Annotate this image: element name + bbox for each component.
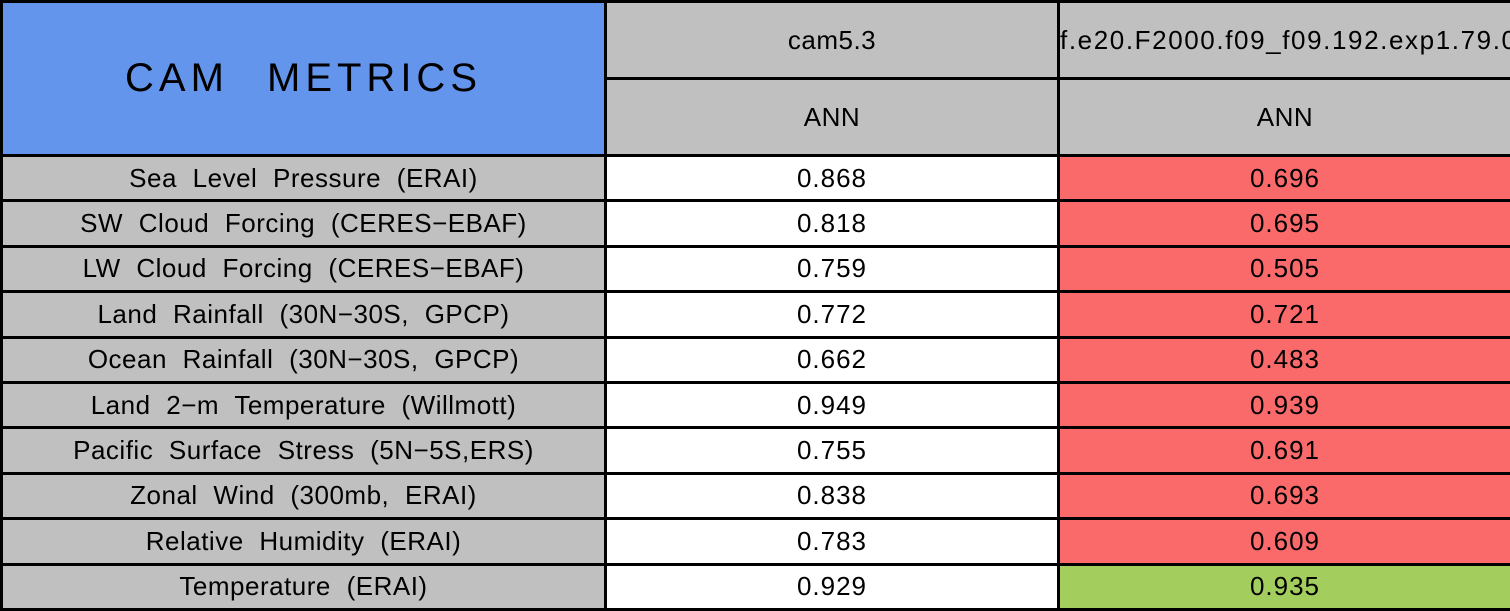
- value-cell-cam53: 0.662: [604, 335, 1060, 384]
- metric-row: SW Cloud Forcing (CERES−EBAF) 0.818 0.69…: [0, 199, 1510, 248]
- model-header-row: CAM METRICS cam5.3 f.e20.F2000.f09_f09.1…: [0, 0, 1510, 157]
- value-cell-experiment: 0.693: [1057, 471, 1510, 521]
- metric-row: Zonal Wind (300mb, ERAI) 0.838 0.693: [0, 471, 1510, 521]
- metric-label: SW Cloud Forcing (CERES−EBAF): [0, 199, 607, 248]
- value-cell-experiment: 0.691: [1057, 426, 1510, 475]
- table-title: CAM METRICS: [0, 0, 607, 157]
- metric-label: LW Cloud Forcing (CERES−EBAF): [0, 244, 607, 294]
- value-cell-experiment: 0.609: [1057, 517, 1510, 566]
- season-header-cam53: ANN: [604, 77, 1060, 157]
- value-cell-experiment: 0.696: [1057, 153, 1510, 203]
- metric-label: Land 2−m Temperature (Willmott): [0, 380, 607, 430]
- metric-row: Pacific Surface Stress (5N−5S,ERS) 0.755…: [0, 426, 1510, 475]
- metric-label: Temperature (ERAI): [0, 562, 607, 611]
- value-cell-experiment: 0.505: [1057, 244, 1510, 294]
- value-cell-experiment: 0.935: [1057, 562, 1510, 611]
- metric-row: Land Rainfall (30N−30S, GPCP) 0.772 0.72…: [0, 290, 1510, 339]
- value-cell-cam53: 0.838: [604, 471, 1060, 521]
- metric-row: Land 2−m Temperature (Willmott) 0.949 0.…: [0, 380, 1510, 430]
- value-cell-cam53: 0.755: [604, 426, 1060, 475]
- metric-row: Temperature (ERAI) 0.929 0.935: [0, 562, 1510, 611]
- column-header-model-experiment: f.e20.F2000.f09_f09.192.exp1.79.0: [1057, 0, 1510, 80]
- value-cell-cam53: 0.868: [604, 153, 1060, 203]
- value-cell-cam53: 0.929: [604, 562, 1060, 611]
- column-header-model-cam53: cam5.3: [604, 0, 1060, 80]
- metric-label: Relative Humidity (ERAI): [0, 517, 607, 566]
- metric-row: Ocean Rainfall (30N−30S, GPCP) 0.662 0.4…: [0, 335, 1510, 384]
- metric-label: Land Rainfall (30N−30S, GPCP): [0, 290, 607, 339]
- value-cell-cam53: 0.949: [604, 380, 1060, 430]
- value-cell-cam53: 0.759: [604, 244, 1060, 294]
- metric-label: Zonal Wind (300mb, ERAI): [0, 471, 607, 521]
- season-header-row: ANN ANN: [2, 77, 1510, 157]
- season-header-experiment: ANN: [1057, 77, 1510, 157]
- value-cell-experiment: 0.695: [1057, 199, 1510, 248]
- metric-row: Relative Humidity (ERAI) 0.783 0.609: [0, 517, 1510, 566]
- metric-label: Sea Level Pressure (ERAI): [0, 153, 607, 203]
- metric-row: Sea Level Pressure (ERAI) 0.868 0.696: [0, 153, 1510, 203]
- value-cell-experiment: 0.483: [1057, 335, 1510, 384]
- metric-row: LW Cloud Forcing (CERES−EBAF) 0.759 0.50…: [0, 244, 1510, 294]
- metric-label: Ocean Rainfall (30N−30S, GPCP): [0, 335, 607, 384]
- value-cell-cam53: 0.772: [604, 290, 1060, 339]
- value-cell-experiment: 0.939: [1057, 380, 1510, 430]
- value-cell-experiment: 0.721: [1057, 290, 1510, 339]
- value-cell-cam53: 0.783: [604, 517, 1060, 566]
- value-cell-cam53: 0.818: [604, 199, 1060, 248]
- metric-label: Pacific Surface Stress (5N−5S,ERS): [0, 426, 607, 475]
